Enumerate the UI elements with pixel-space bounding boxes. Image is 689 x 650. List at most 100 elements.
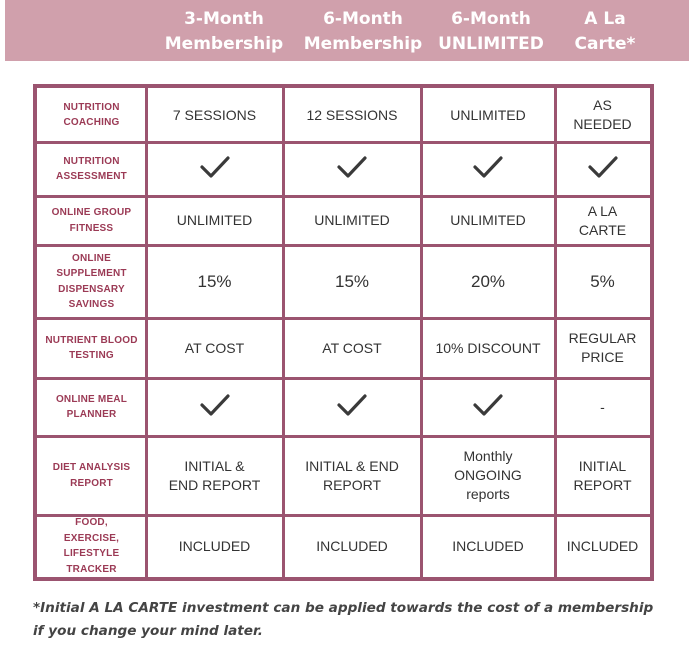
table-cell: INCLUDED xyxy=(555,515,650,577)
cell-text: INCLUDED xyxy=(566,537,639,554)
row-label-nutrient-blood-testing: NUTRIENT BLOOD TESTING xyxy=(37,318,146,378)
table-cell xyxy=(555,142,650,196)
cell-text: NEEDED xyxy=(573,116,632,132)
cell-text: 15% xyxy=(197,272,232,291)
table-cell: 15% xyxy=(283,245,421,318)
header-line: Carte* xyxy=(574,34,636,54)
row-label-line: ONLINE xyxy=(72,252,111,264)
cell-text: UNLIMITED xyxy=(314,212,390,228)
cell-text: REPORT xyxy=(573,476,632,493)
header-line: 6-Month xyxy=(451,9,531,29)
row-label-line: PLANNER xyxy=(66,409,117,420)
grid-line-horizontal xyxy=(37,514,650,517)
table-cell xyxy=(421,142,555,196)
check-mark-icon xyxy=(199,155,230,184)
cell-text: CARTE xyxy=(578,221,627,238)
table-cell: UNLIMITED xyxy=(146,196,283,245)
row-label-line: NUTRITION xyxy=(63,101,120,113)
table-cell: 15% xyxy=(146,245,283,318)
table-cell: INITIAL & END REPORT xyxy=(283,436,421,515)
check-mark-icon xyxy=(473,155,503,184)
table-cell xyxy=(421,378,555,436)
check-mark-icon xyxy=(199,393,230,422)
row-label-line: ONLINE MEAL xyxy=(55,393,128,405)
row-label-line: DIET ANALYSIS xyxy=(52,462,131,473)
table-cell: REGULAR PRICE xyxy=(555,318,650,378)
check-mark-icon xyxy=(587,155,618,184)
grid-line-horizontal xyxy=(37,435,650,438)
cell-text: REGULAR xyxy=(568,330,637,346)
cell-text: REPORT xyxy=(322,476,382,493)
table-cell: 5% xyxy=(555,245,650,318)
table-cell: 12 SESSIONS xyxy=(283,88,421,142)
cell-text: INCLUDED xyxy=(178,537,251,554)
cell-text: INCLUDED xyxy=(316,537,388,554)
cell-text: 5% xyxy=(590,272,615,291)
row-label-line: COACHING xyxy=(63,117,120,128)
cell-text: UNLIMITED xyxy=(450,106,526,123)
cell-text: AS xyxy=(593,97,612,113)
grid-line-horizontal xyxy=(37,377,650,380)
row-label-line: FOOD, xyxy=(75,517,108,528)
grid-line-vertical xyxy=(145,88,148,577)
header-6-month-membership: 6-Month Membership xyxy=(290,7,436,57)
table-cell: 10% DISCOUNT xyxy=(421,318,555,378)
comparison-table: NUTRITION COACHING 7 SESSIONS 12 SESSIONS UN… xyxy=(33,84,654,581)
grid-line-horizontal xyxy=(37,244,650,247)
cell-text: INCLUDED xyxy=(452,537,524,554)
cell-text: PRICE xyxy=(581,349,624,365)
header-line: 6-Month xyxy=(323,9,403,29)
table-cell: AS NEEDED xyxy=(555,88,650,142)
grid-line-vertical xyxy=(554,88,557,577)
cell-text: 10% DISCOUNT xyxy=(435,339,541,356)
header-a-la-carte: A La Carte* xyxy=(555,7,655,57)
grid-line-vertical xyxy=(420,88,423,577)
row-label-line: ONLINE GROUP xyxy=(51,207,132,218)
grid-line-horizontal xyxy=(37,141,650,144)
table-cell xyxy=(283,142,421,196)
footnote-line: if you change your mind later. xyxy=(33,623,263,639)
cell-text: A LA xyxy=(587,202,618,219)
cell-text: UNLIMITED xyxy=(176,212,253,228)
table-cell xyxy=(146,378,283,436)
row-label-nutrition-coaching: NUTRITION COACHING xyxy=(37,88,146,142)
footnote-line: *Initial A LA CARTE investment can be ap… xyxy=(33,600,654,616)
row-label-line: NUTRITION xyxy=(63,155,120,167)
row-label-line: FITNESS xyxy=(69,222,114,234)
cell-text: 7 SESSIONS xyxy=(172,106,257,123)
row-label-online-meal-planner: ONLINE MEAL PLANNER xyxy=(37,378,146,436)
check-mark-icon xyxy=(473,393,503,422)
cell-text: 12 SESSIONS xyxy=(306,106,398,123)
header-6-month-unlimited: 6-Month UNLIMITED xyxy=(421,7,561,57)
cell-text: INITIAL & END xyxy=(305,457,399,474)
cell-text: reports xyxy=(466,486,510,502)
table-cell: Monthly ONGOING reports xyxy=(421,436,555,515)
cell-text: Monthly xyxy=(463,448,513,464)
table-cell: INITIAL & END REPORT xyxy=(146,436,283,515)
row-label-line: NUTRIENT BLOOD xyxy=(45,334,138,346)
cell-text: - xyxy=(600,398,605,415)
cell-text: END REPORT xyxy=(168,476,261,493)
row-label-line: EXERCISE, xyxy=(63,532,120,544)
table-cell: UNLIMITED xyxy=(283,196,421,245)
table-header: 3-Month Membership 6-Month Membership 6-… xyxy=(5,0,689,61)
table-cell: UNLIMITED xyxy=(421,88,555,142)
table-cell: INCLUDED xyxy=(283,515,421,577)
table-cell: INITIAL REPORT xyxy=(555,436,650,515)
table-cell: A LA CARTE xyxy=(555,196,650,245)
cell-text: AT COST xyxy=(184,339,245,356)
row-label-nutrition-assessment: NUTRITION ASSESSMENT xyxy=(37,142,146,196)
header-line: A La xyxy=(584,9,626,29)
table-cell: UNLIMITED xyxy=(421,196,555,245)
table-cell: INCLUDED xyxy=(146,515,283,577)
row-label-line: DISPENSARY xyxy=(58,283,125,295)
table-cell: INCLUDED xyxy=(421,515,555,577)
row-label-food-exercise-lifestyle-tracker: FOOD, EXERCISE, LIFESTYLE TRACKER xyxy=(37,515,146,577)
row-label-diet-analysis-report: DIET ANALYSIS REPORT xyxy=(37,436,146,515)
cell-text: ONGOING xyxy=(454,467,522,483)
header-line: UNLIMITED xyxy=(438,34,544,54)
check-mark-icon xyxy=(337,155,367,184)
cell-text: UNLIMITED xyxy=(450,212,526,228)
row-label-line: ASSESSMENT xyxy=(56,171,127,182)
footnote: *Initial A LA CARTE investment can be ap… xyxy=(33,597,673,643)
